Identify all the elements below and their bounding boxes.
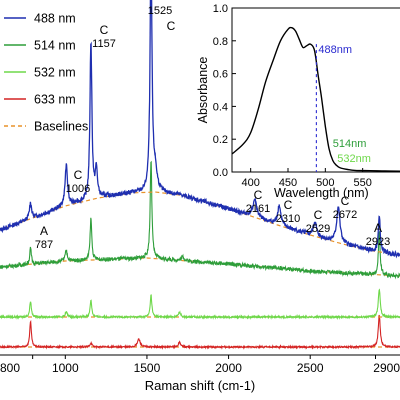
peak-value-label: 2672 <box>333 209 357 221</box>
legend-label: 633 nm <box>34 93 76 107</box>
legend-item: 532 nm <box>4 66 76 80</box>
legend-item: 514 nm <box>4 39 76 53</box>
x-tick-label: 2000 <box>215 361 242 375</box>
marker-label-532nm: 532nm <box>337 153 371 165</box>
marker-label-488nm: 488nm <box>318 44 352 56</box>
peak-letter-label: C <box>341 194 350 208</box>
series-line-633nm <box>0 314 400 350</box>
peak-letter-label: A <box>40 224 48 238</box>
inset-x-tick-label: 400 <box>241 177 259 189</box>
legend-label: Baselines <box>34 120 88 134</box>
series-line-532nm <box>0 288 400 321</box>
series-line-514nm <box>0 160 400 280</box>
peak-letter-label: C <box>284 198 293 212</box>
inset-y-tick-label: 0.2 <box>213 134 228 146</box>
inset-x-tick-label: 500 <box>316 177 334 189</box>
x-tick-label: 1500 <box>134 361 161 375</box>
x-tick-label: 1000 <box>52 361 79 375</box>
legend-label: 514 nm <box>34 39 76 53</box>
legend-label: 488 nm <box>34 12 76 26</box>
series-line-488nm <box>0 0 400 259</box>
inset-y-tick-label: 1.0 <box>213 3 228 15</box>
peak-letter-label: C <box>314 208 323 222</box>
inset-y-tick-label: 0.6 <box>213 69 228 81</box>
baseline-curve-514nm <box>0 257 400 277</box>
inset-y-tick-label: 0.0 <box>213 167 228 179</box>
peak-letter-label: C <box>254 188 263 202</box>
peak-value-label: 1525 <box>148 5 172 17</box>
legend: 488 nm 514 nm 532 nm 633 nm Baselines <box>4 12 88 134</box>
peak-letter-label: A <box>374 221 382 235</box>
x-tick-label: 2900 <box>373 361 400 375</box>
inset-y-tick-label: 0.4 <box>213 101 228 113</box>
peak-value-label: 2310 <box>276 213 300 225</box>
peak-letter-label: C <box>100 23 109 37</box>
peak-value-label: 787 <box>35 239 53 251</box>
peak-letter-label: C <box>74 168 83 182</box>
inset-x-tick-label: 550 <box>353 177 371 189</box>
peak-value-label: 2529 <box>306 223 330 235</box>
peak-value-label: 2161 <box>246 203 270 215</box>
inset-chart: 0.0 0.2 0.4 0.6 0.8 1.0 400 450 500 550Wavelength… <box>196 3 400 200</box>
peak-annotation: 1525 C <box>148 5 176 33</box>
peak-value-label: 1157 <box>92 38 116 50</box>
peak-value-label: 2923 <box>366 236 390 248</box>
peak-letter-label: C <box>167 19 176 33</box>
legend-label: 532 nm <box>34 66 76 80</box>
inset-y-tick-label: 0.8 <box>213 36 228 48</box>
x-tick-label: 2500 <box>297 361 324 375</box>
peak-value-label: 1006 <box>66 183 90 195</box>
absorbance-curve <box>231 26 400 172</box>
legend-item: Baselines <box>4 120 88 134</box>
x-tick-label: 800 <box>0 361 20 375</box>
marker-label-514nm: 514nm <box>333 138 367 150</box>
inset-x-tick-label: 450 <box>279 177 297 189</box>
legend-item: 633 nm <box>4 93 76 107</box>
inset-x-axis-label: Wavelength (nm) <box>274 186 369 200</box>
legend-item: 488 nm <box>4 12 76 26</box>
x-axis-label: Raman shift (cm-1) <box>145 378 256 393</box>
inset-frame <box>231 7 400 173</box>
inset-y-axis-label: Absorbance <box>196 57 210 124</box>
